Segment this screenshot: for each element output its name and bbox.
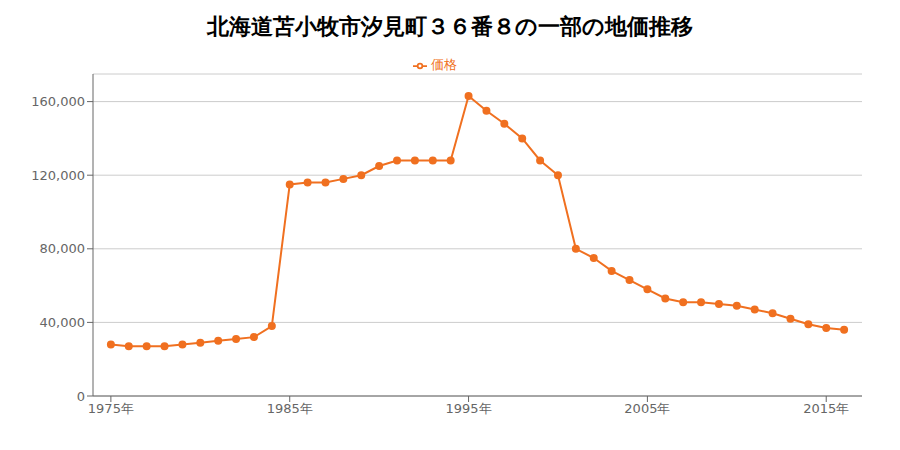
html-text:北海道苫小牧市汐見町３６番８の一部の地価推移: 北海道苫小牧市汐見町３６番８の一部の地価推移 (207, 14, 693, 39)
svg-text:120,000: 120,000 (31, 168, 85, 183)
svg-text:160,000: 160,000 (31, 94, 85, 109)
svg-text:2015年: 2015年 (803, 401, 849, 416)
svg-text:1975年: 1975年 (88, 401, 134, 416)
svg-text:1995年: 1995年 (446, 401, 492, 416)
svg-text:1985年: 1985年 (267, 401, 313, 416)
svg-text:40,000: 40,000 (40, 315, 86, 330)
svg-text:2005年: 2005年 (624, 401, 670, 416)
svg-text:0: 0 (77, 389, 85, 404)
html-text:価格: 価格 (431, 57, 457, 72)
svg-text:80,000: 80,000 (40, 241, 86, 256)
